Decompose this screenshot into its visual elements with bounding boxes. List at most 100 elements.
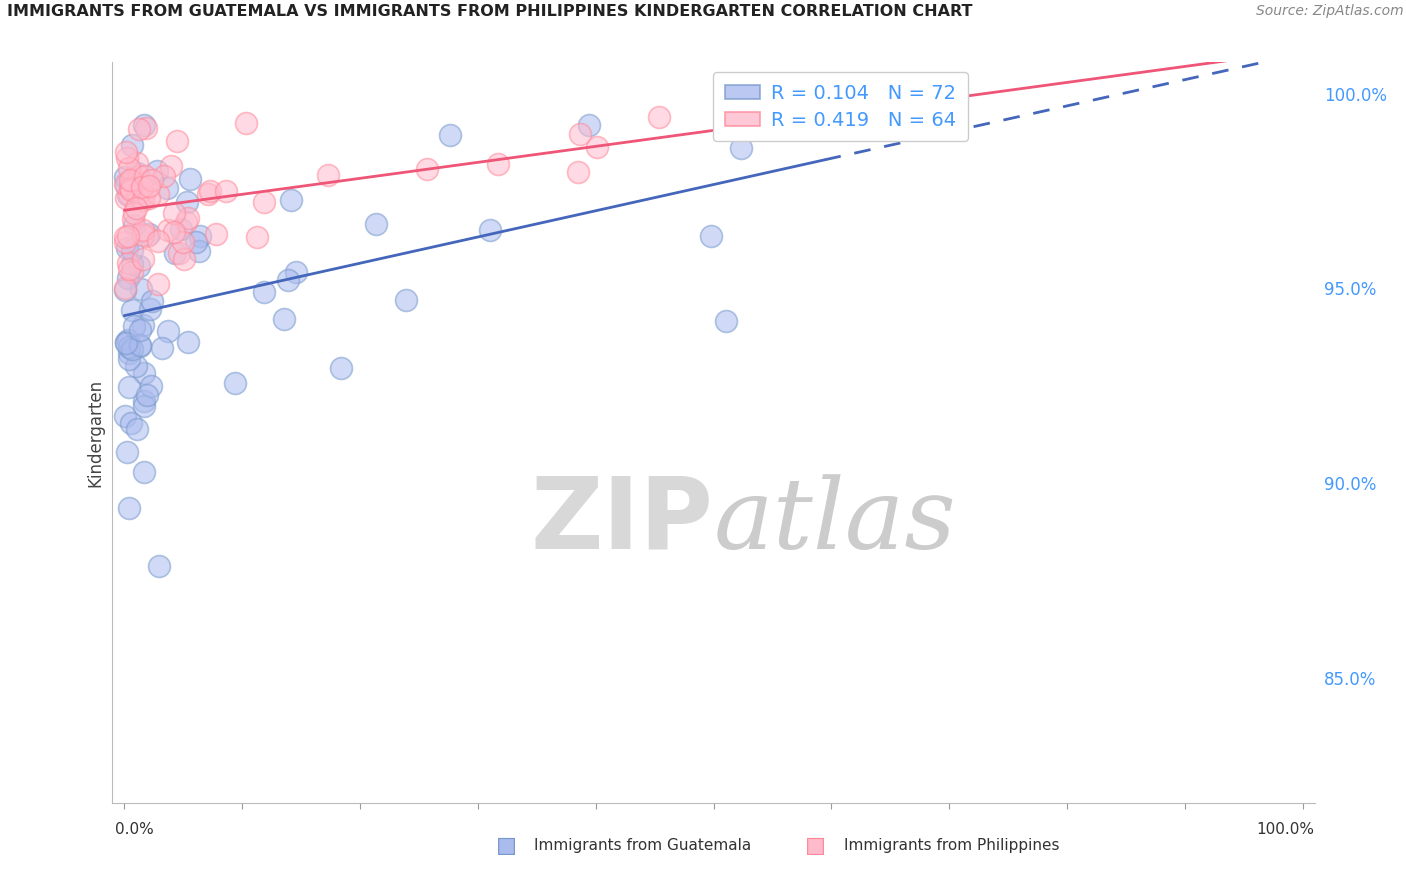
Point (479, 223, 502, 237)
Point (148, 558, 170, 573)
Point (114, 169, 136, 184)
Point (131, 179, 153, 194)
Point (132, 223, 155, 237)
Point (160, 159, 183, 173)
Point (647, 110, 669, 124)
Point (117, 241, 139, 255)
Point (118, 340, 141, 354)
Point (122, 206, 145, 220)
Point (128, 259, 150, 273)
Point (439, 128, 461, 142)
Point (146, 277, 169, 292)
Text: ■: ■ (496, 836, 516, 855)
Point (567, 165, 589, 179)
Point (253, 194, 276, 209)
Point (235, 116, 257, 130)
Point (121, 137, 143, 152)
Point (128, 169, 150, 183)
Point (277, 273, 299, 287)
Point (578, 118, 600, 132)
Point (134, 169, 156, 183)
Point (114, 230, 136, 244)
Point (118, 262, 141, 277)
Point (141, 173, 163, 187)
Point (118, 173, 141, 187)
Point (157, 324, 180, 338)
Point (415, 162, 437, 177)
Point (132, 186, 155, 201)
Text: Immigrants from Philippines: Immigrants from Philippines (844, 838, 1059, 853)
Point (118, 352, 141, 367)
Point (204, 227, 226, 241)
Text: ■: ■ (806, 836, 825, 855)
Point (156, 180, 179, 194)
Point (569, 127, 592, 141)
Point (136, 387, 159, 401)
Point (132, 193, 155, 207)
Point (138, 179, 160, 194)
Point (246, 230, 269, 244)
Y-axis label: Kindergarten: Kindergarten (86, 378, 104, 487)
Point (114, 281, 136, 295)
Point (285, 265, 308, 279)
Point (188, 229, 211, 244)
Point (699, 229, 721, 244)
Point (586, 140, 609, 154)
Text: 100.0%: 100.0% (1257, 822, 1315, 837)
Text: Source: ZipAtlas.com: Source: ZipAtlas.com (1256, 4, 1403, 19)
Point (117, 270, 139, 285)
Point (364, 218, 387, 232)
Point (127, 186, 149, 201)
Point (132, 367, 155, 381)
Point (177, 334, 200, 349)
Point (121, 172, 143, 186)
Point (117, 228, 139, 243)
Point (120, 180, 142, 194)
Point (129, 338, 152, 352)
Point (121, 257, 143, 271)
Point (170, 222, 193, 236)
Point (215, 185, 238, 199)
Point (318, 168, 340, 182)
Text: Immigrants from Guatemala: Immigrants from Guatemala (534, 838, 752, 853)
Point (125, 359, 148, 374)
Point (120, 416, 142, 430)
Point (138, 191, 160, 205)
Point (128, 323, 150, 337)
Point (152, 169, 174, 183)
Point (115, 145, 138, 160)
Point (129, 282, 152, 296)
Point (146, 187, 169, 202)
Point (115, 191, 138, 205)
Point (197, 187, 219, 202)
Point (139, 302, 162, 317)
Point (121, 303, 143, 318)
Point (253, 285, 276, 300)
Point (122, 219, 145, 233)
Point (224, 376, 246, 391)
Point (716, 314, 738, 328)
Point (134, 394, 156, 409)
Text: atlas: atlas (713, 474, 956, 569)
Point (730, 141, 752, 155)
Point (118, 161, 141, 176)
Text: 0.0%: 0.0% (115, 822, 155, 837)
Point (115, 334, 138, 349)
Point (127, 166, 149, 180)
Point (117, 256, 139, 270)
Point (117, 333, 139, 347)
Point (141, 293, 163, 308)
Point (128, 121, 150, 136)
Point (117, 380, 139, 394)
Point (167, 246, 190, 260)
Point (395, 293, 418, 307)
Point (114, 283, 136, 297)
Point (139, 379, 162, 393)
Point (163, 225, 186, 239)
Text: □: □ (806, 836, 825, 855)
Point (329, 360, 352, 375)
Legend: R = 0.104   N = 72, R = 0.419   N = 64: R = 0.104 N = 72, R = 0.419 N = 64 (713, 72, 969, 141)
Point (122, 319, 145, 334)
Point (280, 193, 302, 207)
Point (117, 188, 139, 202)
